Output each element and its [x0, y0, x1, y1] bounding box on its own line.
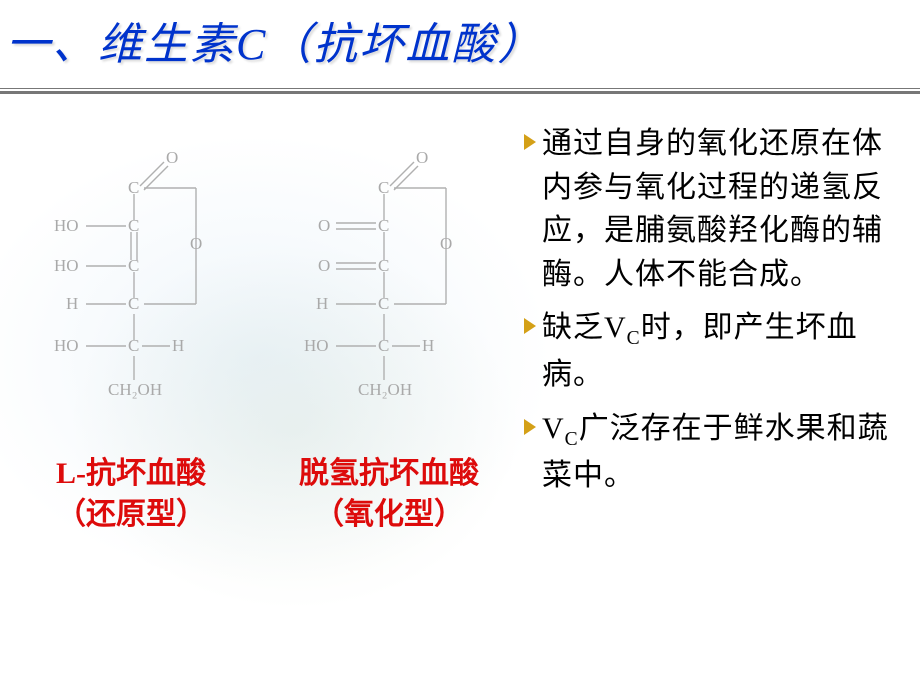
structure-dehydro-ascorbic: O C O C O C H C O HO C H CH₂OH [280, 148, 490, 428]
atom-ho5: HO [54, 336, 79, 356]
bullet-3-text: VC广泛存在于鲜水果和蔬菜中。 [542, 407, 902, 498]
label-l-ascorbic-line1: L-抗坏血酸 [56, 457, 206, 490]
atom-ch2oh: CH₂OH [108, 380, 162, 400]
atom-c2: C [378, 216, 389, 236]
slide-title: 一、维生素C（抗坏血酸） [0, 8, 920, 72]
structures-row: O C HO C HO C H C O HO C H CH₂OH [10, 148, 510, 428]
atom-oring: O [190, 234, 202, 254]
bullet-1: 通过自身的氧化还原在体内参与氧化过程的递氢反应，是脯氨酸羟化酶的辅酶。人体不能合… [524, 122, 902, 296]
bullet-2: 缺乏VC时，即产生坏血病。 [524, 306, 902, 397]
label-dehydro-ascorbic: 脱氢抗坏血酸 （氧化型） [274, 454, 504, 535]
atom-h4: H [316, 294, 328, 314]
atom-o2: O [318, 216, 330, 236]
atom-c4: C [378, 294, 389, 314]
bullet-1-text: 通过自身的氧化还原在体内参与氧化过程的递氢反应，是脯氨酸羟化酶的辅酶。人体不能合… [542, 122, 902, 296]
atom-o-top: O [416, 148, 428, 168]
atom-h5: H [422, 336, 434, 356]
bullet-icon [524, 419, 536, 435]
atom-h5: H [172, 336, 184, 356]
atom-ho2: HO [54, 216, 79, 236]
content-area: O C HO C HO C H C O HO C H CH₂OH [0, 108, 920, 688]
atom-c1: C [378, 178, 389, 198]
title-bar: 一、维生素C（抗坏血酸） [0, 0, 920, 108]
atom-o-top: O [166, 148, 178, 168]
label-l-ascorbic: L-抗坏血酸 （还原型） [16, 454, 246, 535]
bullet-2-text: 缺乏VC时，即产生坏血病。 [542, 306, 902, 397]
bullet-3: VC广泛存在于鲜水果和蔬菜中。 [524, 407, 902, 498]
right-column: 通过自身的氧化还原在体内参与氧化过程的递氢反应，是脯氨酸羟化酶的辅酶。人体不能合… [520, 108, 920, 688]
atom-c3: C [378, 256, 389, 276]
atom-o3: O [318, 256, 330, 276]
atom-c3: C [128, 256, 139, 276]
divider-thick [0, 91, 920, 94]
bullet-icon [524, 134, 536, 150]
atom-ch2oh: CH₂OH [358, 380, 412, 400]
structure-labels: L-抗坏血酸 （还原型） 脱氢抗坏血酸 （氧化型） [10, 454, 510, 535]
atom-ho5: HO [304, 336, 329, 356]
atom-c5: C [378, 336, 389, 356]
bullet-icon [524, 318, 536, 334]
atom-oring: O [440, 234, 452, 254]
atom-c4: C [128, 294, 139, 314]
structure-l-ascorbic: O C HO C HO C H C O HO C H CH₂OH [30, 148, 240, 428]
left-column: O C HO C HO C H C O HO C H CH₂OH [0, 108, 520, 688]
label-dehydro-line2: （氧化型） [314, 498, 464, 531]
divider-thin [0, 88, 920, 89]
atom-c2: C [128, 216, 139, 236]
atom-h4: H [66, 294, 78, 314]
atom-c1: C [128, 178, 139, 198]
label-l-ascorbic-line2: （还原型） [56, 498, 206, 531]
label-dehydro-line1: 脱氢抗坏血酸 [299, 457, 479, 490]
atom-ho3: HO [54, 256, 79, 276]
atom-c5: C [128, 336, 139, 356]
